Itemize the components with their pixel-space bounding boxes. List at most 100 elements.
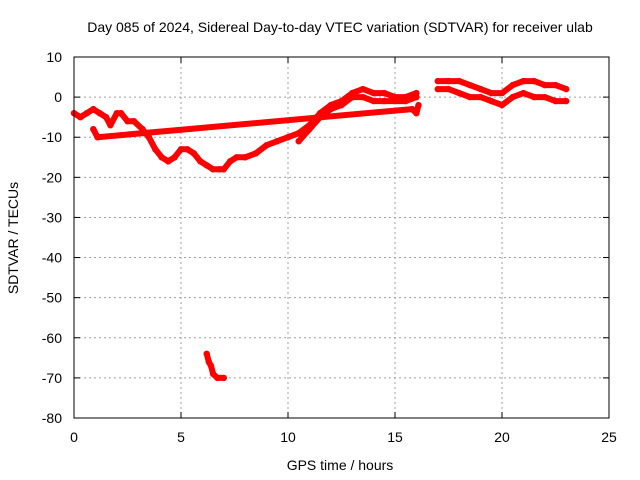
data-point xyxy=(207,362,215,370)
data-point xyxy=(488,97,495,105)
y-tick-label: -70 xyxy=(42,370,62,386)
data-point xyxy=(152,146,159,153)
x-axis-label: GPS time / hours xyxy=(287,457,394,473)
data-point xyxy=(552,81,559,89)
data-point xyxy=(227,158,234,165)
data-point xyxy=(370,89,377,97)
data-point xyxy=(359,85,367,93)
data-point xyxy=(209,370,217,378)
data-point xyxy=(102,114,110,121)
data-point xyxy=(359,93,367,101)
data-point xyxy=(391,97,399,105)
data-point xyxy=(456,89,463,97)
data-point xyxy=(220,166,227,173)
data-point xyxy=(408,105,416,113)
data-point xyxy=(552,97,559,105)
data-point xyxy=(509,93,516,101)
data-point xyxy=(274,138,281,145)
data-point xyxy=(530,77,538,85)
data-point xyxy=(413,93,420,101)
y-tick-label: -30 xyxy=(42,209,62,225)
data-point xyxy=(233,154,240,161)
data-point xyxy=(498,89,506,97)
data-point xyxy=(402,97,409,105)
data-point xyxy=(338,101,345,109)
data-point xyxy=(415,101,422,109)
data-point xyxy=(306,126,313,133)
data-point xyxy=(220,374,227,382)
data-point xyxy=(94,134,101,141)
data-point xyxy=(466,81,474,89)
data-point xyxy=(434,85,441,93)
tick-layer: 0 5 10 15 20 25 10 0 -10 -20 -30 -40 -50 -60 -70 -80 xyxy=(42,49,617,445)
data-layer xyxy=(70,77,570,382)
data-point xyxy=(263,142,270,149)
data-point xyxy=(327,105,334,113)
data-point xyxy=(488,89,495,97)
data-point xyxy=(563,97,570,105)
data-point xyxy=(349,93,356,101)
data-point xyxy=(381,97,388,105)
y-tick-label: -10 xyxy=(42,129,62,145)
data-point xyxy=(541,81,548,89)
data-point xyxy=(541,93,548,101)
data-point xyxy=(203,350,210,357)
data-point xyxy=(242,154,249,161)
data-point xyxy=(445,77,452,85)
data-point xyxy=(177,146,185,153)
data-point xyxy=(284,134,292,141)
data-point xyxy=(466,93,474,101)
data-point xyxy=(165,158,172,165)
data-point xyxy=(124,118,131,125)
y-tick-label: 10 xyxy=(46,49,62,65)
data-point xyxy=(520,77,527,85)
data-point xyxy=(252,150,260,157)
data-point xyxy=(130,118,138,125)
data-point xyxy=(117,110,125,117)
data-point xyxy=(563,85,570,93)
y-tick-label: -50 xyxy=(42,290,62,306)
data-point xyxy=(203,162,210,169)
data-point xyxy=(295,130,302,137)
data-point xyxy=(77,114,84,121)
data-point xyxy=(184,146,191,153)
data-point xyxy=(190,150,197,157)
data-point xyxy=(520,89,527,97)
y-tick-label: -80 xyxy=(42,410,62,426)
y-axis-label: SDTVAR / TECUs xyxy=(5,182,21,294)
data-point xyxy=(445,85,452,93)
x-tick-label: 5 xyxy=(177,429,185,445)
data-point xyxy=(96,110,103,117)
data-point xyxy=(456,77,463,85)
data-point xyxy=(171,154,178,161)
chart-title: Day 085 of 2024, Sidereal Day-to-day VTE… xyxy=(87,19,593,35)
x-tick-label: 15 xyxy=(387,429,403,445)
y-tick-label: -20 xyxy=(42,169,62,185)
plot-frame xyxy=(73,56,610,419)
data-point xyxy=(90,105,97,113)
data-point xyxy=(158,154,165,161)
x-tick-label: 20 xyxy=(494,429,510,445)
data-point xyxy=(107,122,114,129)
data-point xyxy=(498,101,506,109)
data-point xyxy=(209,166,217,173)
data-point xyxy=(197,158,204,165)
data-point xyxy=(477,85,484,93)
data-point xyxy=(381,89,388,97)
data-point xyxy=(83,110,91,117)
data-point xyxy=(90,126,97,133)
y-tick-label: -60 xyxy=(42,330,62,346)
y-tick-label: -40 xyxy=(42,250,62,266)
x-tick-label: 0 xyxy=(70,429,78,445)
data-point xyxy=(413,110,420,117)
data-point xyxy=(434,77,441,85)
data-point xyxy=(477,93,484,101)
data-point xyxy=(295,138,302,145)
y-tick-label: 0 xyxy=(54,89,62,105)
x-tick-label: 25 xyxy=(601,429,617,445)
data-point xyxy=(530,93,538,101)
data-point xyxy=(509,81,516,89)
data-point xyxy=(214,374,221,382)
